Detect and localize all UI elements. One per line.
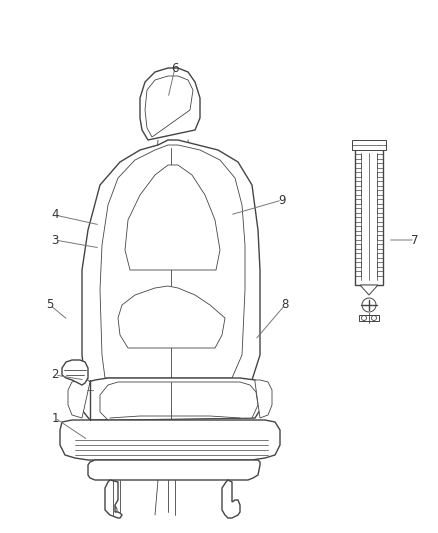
Bar — [83, 400, 97, 410]
Bar — [355, 148, 383, 285]
Polygon shape — [145, 76, 193, 137]
Polygon shape — [82, 140, 260, 385]
Polygon shape — [105, 480, 122, 518]
Polygon shape — [82, 378, 265, 420]
Polygon shape — [100, 382, 258, 420]
Polygon shape — [100, 145, 245, 378]
Bar — [359, 315, 379, 321]
Polygon shape — [255, 380, 272, 418]
Polygon shape — [60, 420, 280, 460]
Polygon shape — [125, 165, 220, 270]
Polygon shape — [360, 285, 378, 295]
Text: 6: 6 — [171, 61, 179, 75]
Text: 4: 4 — [51, 208, 59, 222]
Text: 9: 9 — [278, 193, 286, 206]
Text: 2: 2 — [51, 368, 59, 382]
Text: 5: 5 — [46, 298, 54, 311]
Polygon shape — [88, 460, 260, 480]
Polygon shape — [140, 68, 200, 140]
Polygon shape — [222, 480, 240, 518]
Text: 3: 3 — [51, 233, 59, 246]
Text: 1: 1 — [51, 411, 59, 424]
Text: 8: 8 — [281, 298, 289, 311]
Polygon shape — [62, 360, 88, 385]
Polygon shape — [118, 286, 225, 348]
Text: 7: 7 — [411, 233, 419, 246]
Bar — [352, 140, 386, 150]
Polygon shape — [68, 380, 90, 418]
